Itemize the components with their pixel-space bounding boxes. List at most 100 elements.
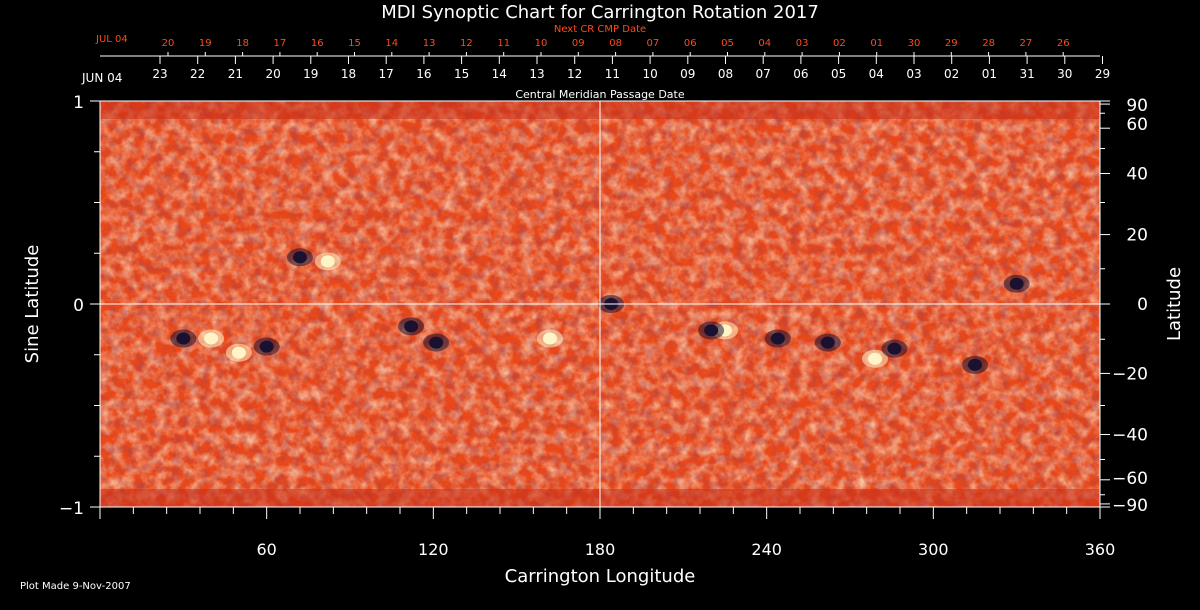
x-axis-tick-label: 120 bbox=[418, 540, 449, 559]
white-axis-tick-label: 19 bbox=[303, 67, 318, 81]
red-axis-tick-label: 13 bbox=[423, 38, 436, 49]
red-axis-tick-label: 14 bbox=[385, 38, 398, 49]
x-axis-tick-label: 60 bbox=[256, 540, 276, 559]
red-axis-tick-label: 04 bbox=[758, 38, 771, 49]
red-axis-tick-label: 01 bbox=[870, 38, 883, 49]
red-axis-tick-label: 07 bbox=[647, 38, 660, 49]
y-axis-right-tick-label: 0 bbox=[1137, 295, 1148, 315]
active-regions bbox=[170, 248, 1030, 374]
active-region-core bbox=[204, 332, 219, 345]
active-region-core bbox=[404, 320, 419, 333]
active-region-core bbox=[293, 251, 307, 264]
white-axis-tick-label: 23 bbox=[152, 67, 167, 81]
white-axis-tick-label: 29 bbox=[1095, 67, 1110, 81]
y-axis-right-label: Latitude bbox=[1164, 267, 1185, 341]
x-axis-label: Carrington Longitude bbox=[505, 566, 696, 587]
red-axis-tick-label: 17 bbox=[274, 38, 287, 49]
top-axis-red: Next CR CMP Date JUL 04 20 19 18 17 16 15 14 13… bbox=[95, 24, 1070, 56]
red-axis-tick-label: 26 bbox=[1057, 38, 1070, 49]
white-axis-tick-label: 06 bbox=[793, 67, 808, 81]
red-axis-tick-label: 27 bbox=[1020, 38, 1033, 49]
white-axis-tick-label: 20 bbox=[265, 67, 280, 81]
red-axis-tick-label: 03 bbox=[796, 38, 809, 49]
x-axis-tick-label: 300 bbox=[918, 540, 949, 559]
y-axis-left-tick-label: −1 bbox=[59, 499, 84, 519]
active-region-core bbox=[320, 255, 335, 268]
y-axis-right-tick-label: −60 bbox=[1112, 469, 1148, 489]
y-axis-left-tick-label: 0 bbox=[73, 296, 84, 316]
red-axis-tick-label: 08 bbox=[609, 38, 622, 49]
white-axis-tick-label: 18 bbox=[341, 67, 356, 81]
white-axis-label: Central Meridian Passage Date bbox=[515, 88, 684, 101]
red-axis-tick-label: 06 bbox=[684, 38, 697, 49]
active-region-core bbox=[704, 324, 719, 337]
white-axis-tick-label: 31 bbox=[1019, 67, 1034, 81]
x-axis: 60 120 180 240 300 360 bbox=[99, 507, 1116, 559]
y-axis-left-label: Sine Latitude bbox=[22, 245, 43, 364]
chart-title: MDI Synoptic Chart for Carrington Rotati… bbox=[381, 2, 819, 23]
y-axis-left: 1 0 −1 bbox=[59, 93, 100, 519]
active-region-core bbox=[231, 346, 246, 359]
active-region-core bbox=[820, 336, 835, 349]
red-axis-tick-label: 10 bbox=[535, 38, 548, 49]
white-axis-tick-label: 30 bbox=[1057, 67, 1072, 81]
active-region-core bbox=[868, 352, 882, 365]
active-region-core bbox=[176, 332, 191, 345]
red-axis-tick-label: 18 bbox=[236, 38, 249, 49]
white-axis-tick-label: 17 bbox=[379, 67, 394, 81]
white-axis-tick-label: 21 bbox=[228, 67, 243, 81]
y-axis-right-tick-label: 60 bbox=[1126, 115, 1148, 135]
magnetogram bbox=[100, 101, 1100, 507]
x-axis-tick-label: 240 bbox=[751, 540, 782, 559]
y-axis-right-tick-label: −90 bbox=[1112, 496, 1148, 516]
white-axis-tick-label: 09 bbox=[680, 67, 695, 81]
y-axis-right-tick-label: 20 bbox=[1126, 226, 1148, 246]
white-axis-tick-label: 01 bbox=[982, 67, 997, 81]
red-axis-tick-label: 15 bbox=[348, 38, 361, 49]
active-region-core bbox=[1009, 277, 1024, 290]
white-axis-tick-label: 11 bbox=[605, 67, 620, 81]
red-axis-tick-label: 29 bbox=[945, 38, 958, 49]
active-region-core bbox=[968, 358, 982, 371]
white-axis-tick-label: 04 bbox=[869, 67, 884, 81]
red-axis-label: Next CR CMP Date bbox=[554, 24, 646, 35]
white-axis-tick-label: 12 bbox=[567, 67, 582, 81]
plot-made-note: Plot Made 9-Nov-2007 bbox=[20, 581, 131, 592]
x-axis-tick-label: 360 bbox=[1085, 540, 1116, 559]
active-region-core bbox=[887, 342, 902, 355]
white-axis-tick-label: 15 bbox=[454, 67, 469, 81]
white-axis-month: JUN 04 bbox=[81, 71, 122, 85]
white-axis-tick-label: 08 bbox=[718, 67, 733, 81]
red-axis-ticks: 20 19 18 17 16 15 14 13 12 11 10 09 08 07 06 05 04 03 02 01… bbox=[162, 38, 1070, 56]
y-axis-right-tick-label: 40 bbox=[1126, 165, 1148, 185]
red-axis-tick-label: 28 bbox=[982, 38, 995, 49]
white-axis-tick-label: 02 bbox=[944, 67, 959, 81]
red-axis-tick-label: 11 bbox=[497, 38, 510, 49]
y-axis-right-tick-label: −20 bbox=[1112, 364, 1148, 384]
white-axis-tick-label: 13 bbox=[529, 67, 544, 81]
white-axis-tick-label: 03 bbox=[906, 67, 921, 81]
white-axis-tick-label: 16 bbox=[416, 67, 431, 81]
white-axis-tick-label: 05 bbox=[831, 67, 846, 81]
red-axis-tick-label: 12 bbox=[460, 38, 473, 49]
red-axis-tick-label: 02 bbox=[833, 38, 846, 49]
white-axis-tick-label: 10 bbox=[642, 67, 657, 81]
white-axis-tick-label: 07 bbox=[756, 67, 771, 81]
top-axis-white: JUN 04 23 22 21 20 19 18 17 16 15 14 13 12 11 10 09 08 0… bbox=[81, 55, 1110, 101]
y-axis-right-tick-label: 90 bbox=[1126, 96, 1148, 116]
red-axis-tick-label: 05 bbox=[721, 38, 734, 49]
active-region-core bbox=[259, 340, 274, 353]
y-axis-right-tick-label: −40 bbox=[1112, 425, 1148, 445]
red-axis-tick-label: 16 bbox=[311, 38, 324, 49]
red-axis-tick-label: 20 bbox=[162, 38, 175, 49]
red-axis-tick-label: 09 bbox=[572, 38, 585, 49]
active-region-core bbox=[543, 332, 557, 345]
red-axis-tick-label: 19 bbox=[199, 38, 212, 49]
y-axis-left-tick-label: 1 bbox=[73, 93, 84, 113]
active-region-core bbox=[770, 332, 785, 345]
red-axis-tick-label: 30 bbox=[908, 38, 921, 49]
active-region-core bbox=[429, 336, 444, 349]
white-axis-tick-label: 14 bbox=[492, 67, 507, 81]
